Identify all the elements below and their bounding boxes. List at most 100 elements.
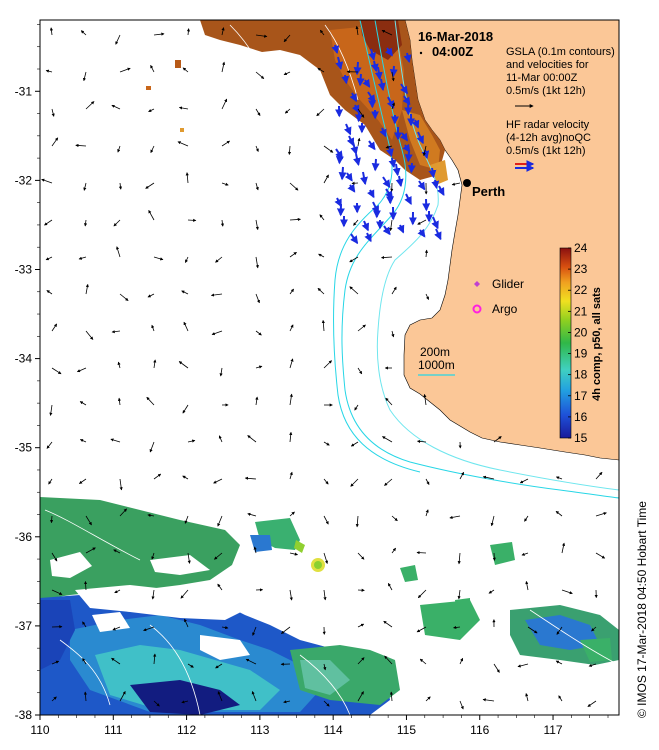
- velocity-arrow: [423, 393, 427, 406]
- hf-radar-arrow: [351, 104, 360, 114]
- velocity-arrow: [153, 359, 157, 369]
- y-tick-label: -33: [15, 262, 33, 276]
- velocity-arrow: [357, 367, 363, 375]
- velocity-arrow: [118, 182, 123, 190]
- velocity-arrow: [289, 589, 293, 601]
- colorbar-ticks: 15 16 17 18 19 20 21 22 23 24: [568, 241, 588, 445]
- velocity-arrow: [217, 515, 223, 527]
- velocity-arrow: [181, 290, 189, 295]
- velocity-arrow: [419, 658, 427, 665]
- velocity-arrow: [111, 104, 121, 110]
- velocity-arrow: [215, 256, 223, 263]
- velocity-arrow: [247, 512, 257, 517]
- velocity-arrow: [321, 319, 325, 332]
- velocity-arrow: [150, 145, 155, 154]
- velocity-arrow: [555, 476, 563, 480]
- hf-radar-arrow: [417, 228, 426, 238]
- hf-radar-arrow: [395, 175, 404, 188]
- velocity-arrow: [453, 625, 461, 630]
- gsla-legend-line-1: GSLA (0.1m contours): [506, 46, 615, 58]
- velocity-arrow: [186, 28, 190, 36]
- velocity-arrow: [150, 64, 155, 73]
- hf-radar-arrow: [371, 158, 380, 172]
- velocity-arrow: [493, 663, 500, 673]
- velocity-arrow: [113, 549, 121, 554]
- velocity-arrow: [255, 256, 259, 269]
- plot-frame: [39, 19, 620, 716]
- velocity-arrow: [357, 552, 365, 560]
- velocity-arrow: [221, 61, 226, 73]
- velocity-arrow: [383, 620, 393, 628]
- y-tick-label: -35: [15, 441, 33, 455]
- velocity-arrow: [416, 626, 427, 633]
- hf-radar-arrow: [367, 189, 375, 199]
- velocity-arrow: [177, 141, 189, 147]
- velocity-arrow: [117, 397, 122, 406]
- velocity-arrow: [289, 324, 294, 332]
- velocity-arrow: [220, 219, 225, 227]
- velocity-arrow: [318, 253, 325, 258]
- velocity-arrow: [51, 367, 62, 375]
- velocity-arrow: [323, 552, 329, 565]
- velocity-arrow: [145, 182, 155, 189]
- colorbar-tick-label: 22: [574, 283, 588, 297]
- velocity-arrow: [187, 663, 194, 668]
- velocity-arrow: [425, 509, 429, 517]
- velocity-arrow: [289, 393, 293, 406]
- velocity-arrow: [80, 30, 87, 36]
- velocity-arrow: [255, 219, 259, 231]
- velocity-arrow: [119, 478, 123, 491]
- gsla-legend-line-3: 11-Mar 00:00Z: [506, 72, 578, 84]
- velocity-arrow: [183, 321, 189, 332]
- x-tick-label: 115: [397, 723, 416, 737]
- velocity-arrow: [385, 145, 393, 149]
- velocity-arrow: [490, 515, 495, 527]
- hf-radar-arrow: [346, 135, 355, 147]
- velocity-arrow: [492, 552, 496, 561]
- velocity-arrow: [425, 478, 430, 485]
- velocity-arrow: [289, 471, 293, 480]
- velocity-arrow: [457, 552, 461, 565]
- x-axis-ticks: 110 111 112 113 114 115 116 117: [30, 715, 609, 737]
- velocity-arrow: [111, 330, 121, 334]
- ssh-contours: [44, 24, 619, 715]
- velocity-arrow: [482, 698, 495, 702]
- velocity-arrow: [255, 330, 262, 336]
- hf-radar-arrow: [361, 220, 370, 232]
- velocity-arrow: [425, 293, 429, 300]
- cloud-gaps: [50, 552, 250, 660]
- velocity-arrow: [416, 551, 427, 555]
- velocity-arrow: [289, 288, 294, 295]
- velocity-arrow: [48, 478, 53, 485]
- credit-text: © IMOS 17-Mar-2018 04:50 Hobart Time: [635, 501, 649, 718]
- velocity-arrow: [117, 145, 121, 153]
- velocity-arrow: [51, 552, 58, 562]
- velocity-arrow: [317, 67, 325, 73]
- velocity-arrow: [323, 663, 327, 671]
- hf-radar-arrow: [335, 56, 344, 70]
- velocity-arrow: [357, 691, 364, 702]
- velocity-arrow: [221, 140, 231, 147]
- velocity-arrow: [525, 580, 529, 591]
- velocity-arrow: [79, 401, 87, 406]
- velocity-arrow: [82, 657, 87, 665]
- y-tick-label: -32: [15, 173, 33, 187]
- hf-radar-arrow: [350, 233, 359, 245]
- velocity-arrow: [558, 695, 563, 702]
- velocity-arrow: [215, 663, 223, 669]
- velocity-arrow: [385, 397, 393, 406]
- velocity-arrow: [519, 478, 529, 484]
- velocity-arrow: [588, 663, 597, 667]
- y-tick-label: -31: [15, 84, 33, 98]
- velocity-arrow: [153, 32, 165, 36]
- velocity-arrow: [147, 293, 155, 298]
- velocity-arrow: [525, 692, 529, 702]
- velocity-arrow: [391, 286, 397, 295]
- velocity-arrow: [180, 589, 189, 599]
- velocity-arrow: [218, 435, 223, 443]
- hf-radar-arrow: [370, 60, 379, 73]
- velocity-arrow: [457, 589, 461, 600]
- velocity-arrow: [323, 145, 334, 153]
- velocity-arrow: [184, 515, 189, 524]
- hf-radar-arrow: [344, 172, 353, 182]
